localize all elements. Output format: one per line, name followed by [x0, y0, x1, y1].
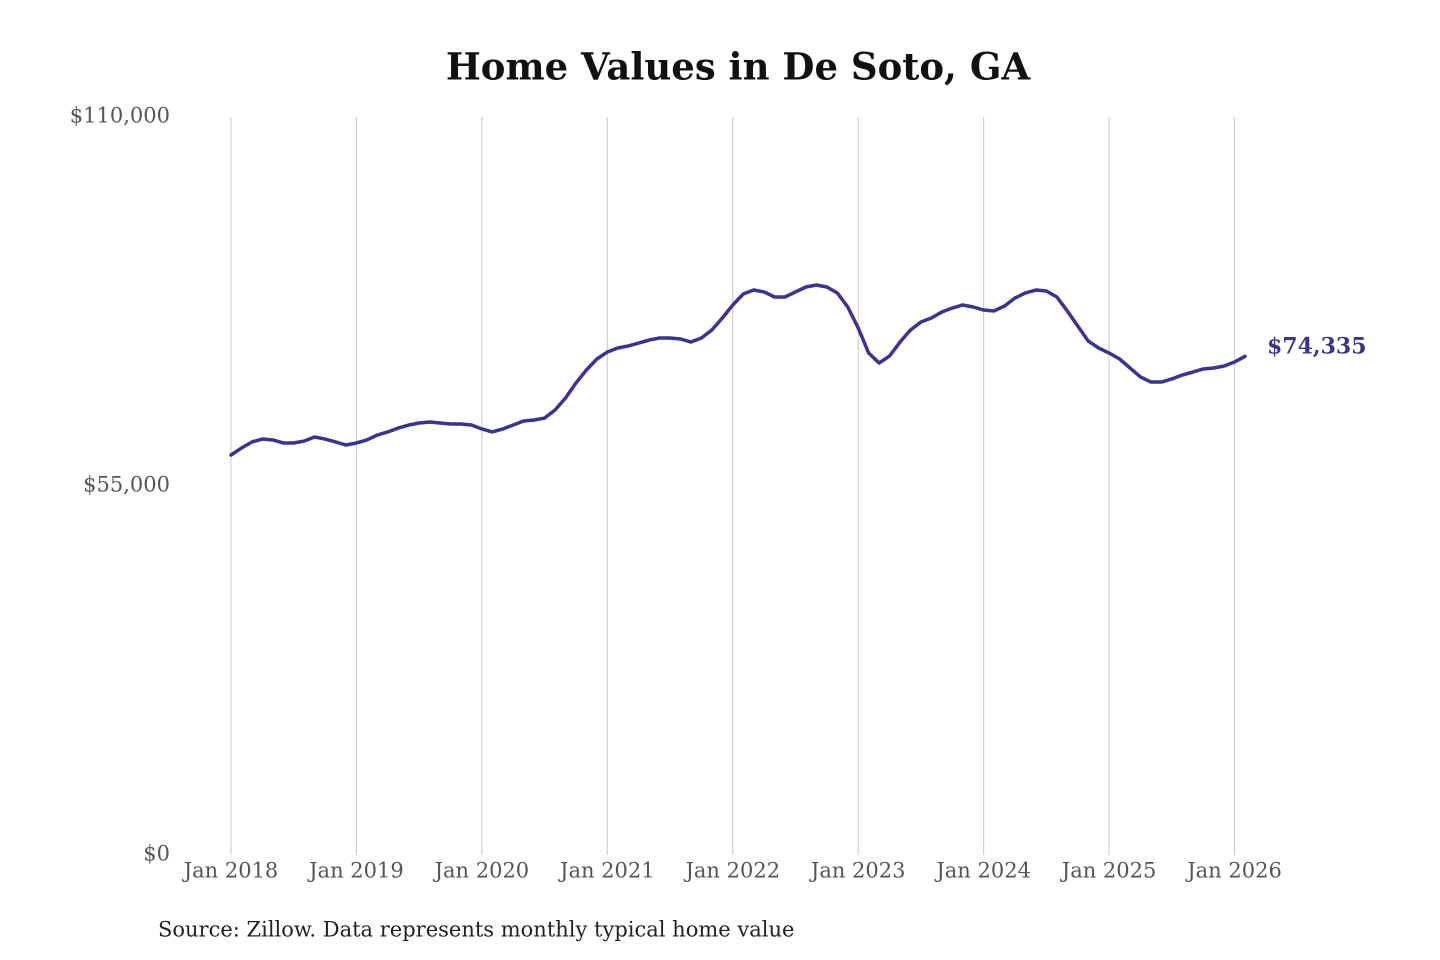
series-line	[229, 283, 1247, 457]
x-tick-label: Jan 2020	[433, 859, 530, 883]
x-tick-label: Jan 2022	[683, 859, 780, 883]
y-tick-label: $110,000	[70, 104, 170, 128]
chart-title: Home Values in De Soto, GA	[446, 45, 1032, 89]
value-label: $74,335	[1267, 333, 1367, 359]
x-tick-label: Jan 2026	[1185, 859, 1282, 883]
x-tick-label: Jan 2019	[307, 859, 404, 883]
source-note: Source: Zillow. Data represents monthly …	[158, 918, 794, 942]
y-tick-label: $55,000	[83, 473, 170, 497]
y-tick-label: $0	[143, 842, 170, 866]
x-tick-label: Jan 2024	[934, 859, 1031, 883]
x-tick-label: Jan 2023	[809, 859, 906, 883]
x-tick-label: Jan 2018	[182, 859, 279, 883]
x-tick-label: Jan 2021	[558, 859, 655, 883]
x-tick-label: Jan 2025	[1060, 859, 1157, 883]
